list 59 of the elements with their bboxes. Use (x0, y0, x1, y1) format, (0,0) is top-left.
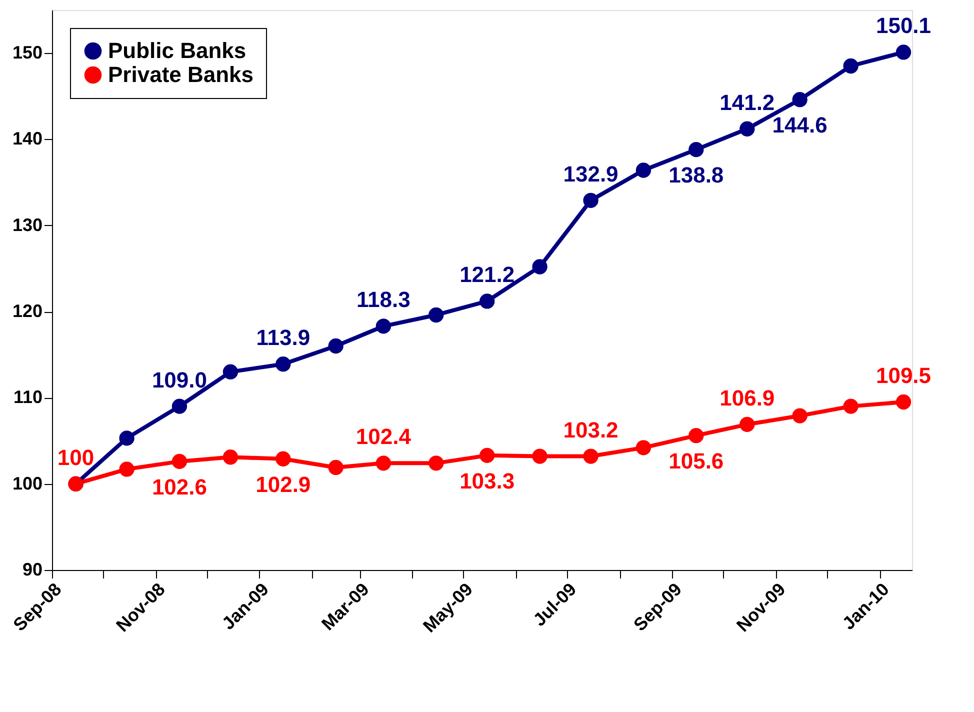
data-label: 105.6 (668, 448, 724, 474)
data-label: 103.2 (563, 417, 618, 442)
point (428, 307, 444, 323)
data-label: 102.9 (256, 472, 311, 497)
data-label: 150.1 (876, 13, 932, 38)
point (532, 448, 548, 464)
point (328, 460, 344, 476)
point (222, 364, 238, 380)
point (792, 408, 808, 424)
data-label: 118.3 (356, 287, 410, 312)
point (532, 259, 548, 274)
data-label: 109.0 (152, 367, 207, 392)
data-label: 103.3 (460, 468, 515, 494)
point (583, 448, 598, 464)
data-label: 121.2 (460, 262, 515, 288)
point (480, 294, 495, 309)
point (843, 398, 858, 414)
point (428, 456, 444, 471)
y-tick-label: 130 (12, 214, 42, 235)
point (688, 428, 704, 444)
point (740, 121, 755, 136)
data-label: 100 (57, 444, 94, 470)
y-tick-label: 90 (22, 560, 42, 580)
y-tick-label: 110 (13, 387, 42, 408)
point (688, 142, 704, 158)
point (276, 451, 291, 466)
data-label: 113.9 (256, 325, 310, 350)
data-label: 102.4 (356, 424, 412, 450)
data-label: 144.6 (772, 112, 828, 138)
data-label: 141.2 (720, 90, 775, 115)
point (119, 462, 134, 477)
point (583, 192, 598, 208)
data-label: 106.9 (720, 385, 775, 410)
point (480, 448, 495, 463)
legend-label: Private Banks (108, 62, 254, 87)
point (328, 338, 344, 354)
data-label: 109.5 (876, 363, 932, 388)
data-label: 102.6 (152, 474, 207, 500)
point (276, 356, 291, 372)
data-label: 138.8 (668, 162, 724, 188)
data-label: 132.9 (563, 161, 618, 186)
point (172, 398, 188, 414)
point (896, 394, 912, 410)
legend-label: Public Banks (108, 38, 246, 63)
y-tick-label: 120 (12, 301, 42, 322)
point (636, 162, 652, 178)
point (222, 450, 238, 465)
point (740, 416, 755, 432)
point (843, 58, 858, 74)
point (376, 318, 392, 334)
point (896, 44, 912, 60)
y-tick-label: 140 (12, 128, 42, 149)
y-tick-label: 100 (12, 473, 42, 494)
point (376, 456, 392, 471)
y-tick-label: 150 (12, 42, 42, 63)
point (792, 92, 808, 108)
point (636, 440, 652, 456)
point (119, 430, 134, 446)
point (172, 454, 188, 470)
